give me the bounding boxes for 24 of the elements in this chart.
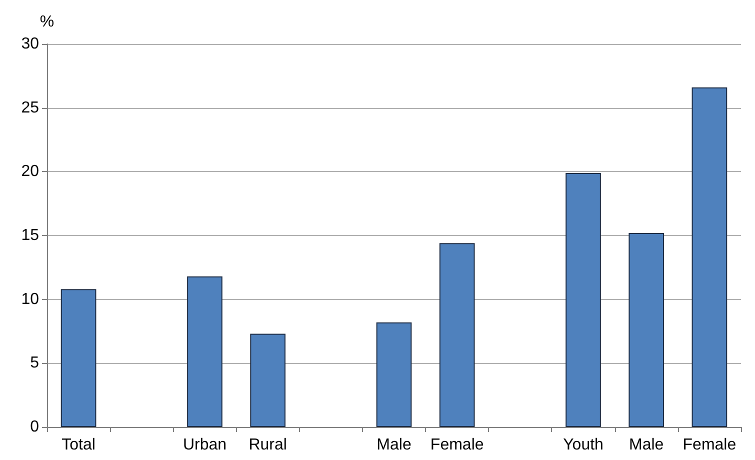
y-tick-label: 25 <box>21 99 40 116</box>
y-tick-label: 30 <box>21 36 40 52</box>
y-tick-label: 0 <box>30 418 40 436</box>
bar <box>376 322 412 427</box>
x-tick-label: Male <box>629 436 664 454</box>
y-tick-label: 5 <box>30 354 40 372</box>
bar <box>187 276 222 427</box>
bar <box>628 232 664 427</box>
x-tick-label: Female <box>430 436 484 454</box>
bar <box>566 172 601 427</box>
y-tick-label: 15 <box>21 227 40 244</box>
bar <box>250 334 286 427</box>
y-axis-title: % <box>40 14 54 30</box>
x-tick-label: Youth <box>563 436 604 454</box>
bar <box>439 243 475 427</box>
y-tick-label: 10 <box>21 290 40 308</box>
x-tick-label: Rural <box>248 436 287 454</box>
x-tick-label: Total <box>62 436 96 454</box>
x-tick-label: Female <box>682 436 736 454</box>
bar <box>60 289 96 427</box>
bar <box>692 87 728 427</box>
y-tick-label: 20 <box>21 163 40 180</box>
x-tick-label: Urban <box>182 436 227 454</box>
x-tick-label: Male <box>376 436 412 454</box>
